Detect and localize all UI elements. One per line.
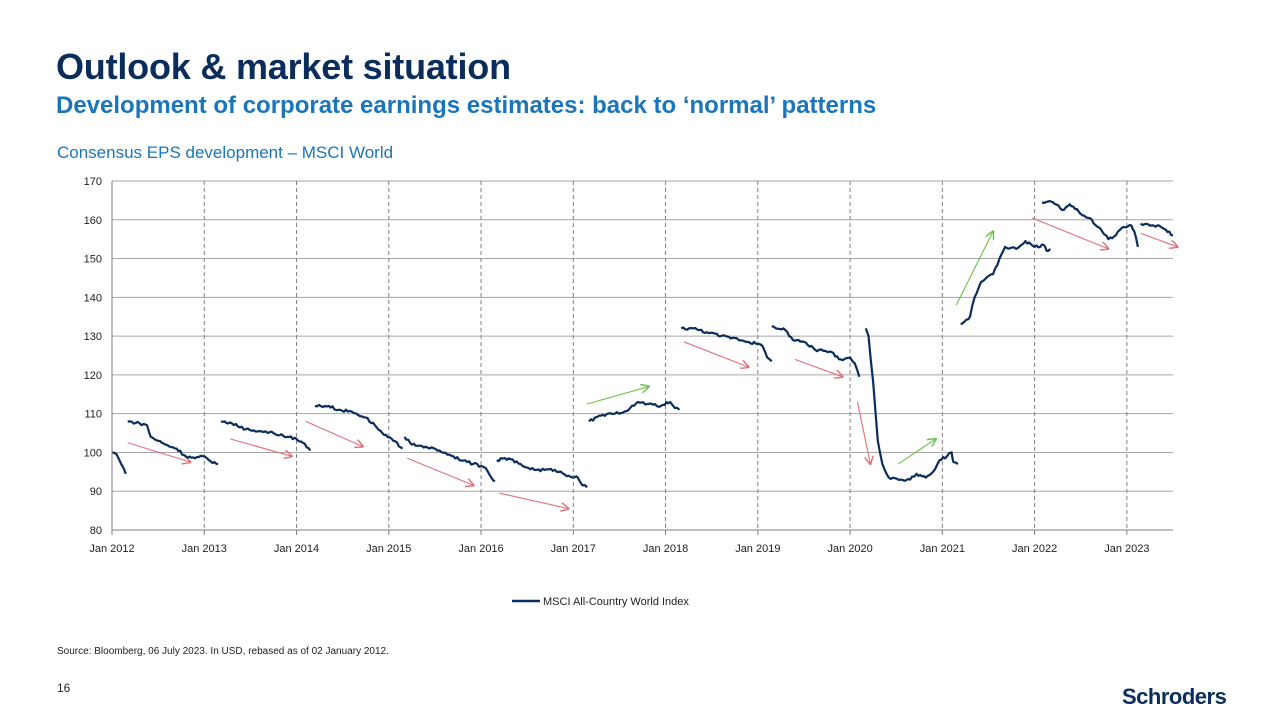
chart-title: Consensus EPS development – MSCI World [57, 143, 394, 162]
up-trend-arrow [897, 439, 936, 465]
chart-legend: MSCI All-Country World Index [512, 596, 689, 608]
up-trend-arrow [586, 387, 649, 405]
schroders-logo: Schroders [1122, 684, 1227, 709]
y-tick-label: 130 [84, 331, 102, 343]
slide-title: Outlook & market situation [56, 46, 511, 87]
x-tick-label: Jan 2017 [551, 543, 596, 555]
trend-arrows [127, 217, 1178, 509]
y-tick-label: 90 [90, 486, 102, 498]
x-tick-label: Jan 2016 [458, 543, 503, 555]
series-segment [588, 400, 681, 423]
y-tick-label: 120 [84, 370, 102, 382]
down-trend-arrow [229, 438, 292, 456]
page-number: 16 [57, 681, 71, 695]
x-tick-label: Jan 2019 [735, 543, 780, 555]
y-tick-label: 80 [90, 525, 102, 537]
series-segment [680, 326, 773, 363]
x-tick-label: Jan 2018 [643, 543, 688, 555]
series-segment [771, 325, 861, 378]
chart-axes: 80 90 100 110 120 130 140 150 160 170 Jan 2012 Jan … [84, 176, 1173, 555]
slide-subtitle: Development of corporate earnings estima… [56, 92, 877, 119]
chart-series [111, 200, 1174, 489]
down-trend-arrow [856, 401, 870, 464]
series-segment [864, 328, 959, 482]
series-segment [1140, 222, 1174, 237]
series-segment [220, 420, 312, 452]
series-segment [314, 403, 404, 450]
down-trend-arrow [305, 420, 363, 446]
series-segment [127, 420, 219, 466]
down-trend-arrow [127, 442, 191, 462]
y-tick-label: 160 [84, 215, 102, 227]
eps-line-chart: 80 90 100 110 120 130 140 150 160 170 Jan 2012 Jan … [84, 176, 1280, 608]
x-tick-label: Jan 2022 [1012, 543, 1057, 555]
legend-label: MSCI All-Country World Index [543, 596, 689, 608]
source-note: Source: Bloomberg, 06 July 2023. In USD,… [57, 646, 389, 657]
down-trend-arrow [407, 457, 473, 485]
series-segment [960, 240, 1052, 326]
x-tick-label: Jan 2015 [366, 543, 411, 555]
series-segment [1041, 200, 1139, 248]
series-segment [496, 456, 588, 489]
series-segment [403, 436, 496, 483]
y-tick-label: 140 [84, 292, 102, 304]
down-trend-arrow [1140, 232, 1178, 247]
x-tick-label: Jan 2020 [827, 543, 872, 555]
x-tick-label: Jan 2021 [920, 543, 965, 555]
y-tick-label: 170 [84, 176, 102, 188]
down-trend-arrow [1031, 217, 1109, 249]
y-tick-label: 150 [84, 254, 102, 266]
y-tick-label: 110 [84, 409, 102, 421]
x-tick-label: Jan 2012 [89, 543, 134, 555]
x-tick-label: Jan 2013 [182, 543, 227, 555]
up-trend-arrow [955, 231, 993, 306]
x-tick-label: Jan 2023 [1104, 543, 1149, 555]
series-segment [111, 451, 127, 475]
down-trend-arrow [683, 341, 749, 367]
down-trend-arrow [499, 492, 568, 509]
x-tick-label: Jan 2014 [274, 543, 319, 555]
y-tick-label: 100 [84, 447, 102, 459]
chart-grid [112, 180, 1173, 531]
down-trend-arrow [794, 358, 843, 376]
